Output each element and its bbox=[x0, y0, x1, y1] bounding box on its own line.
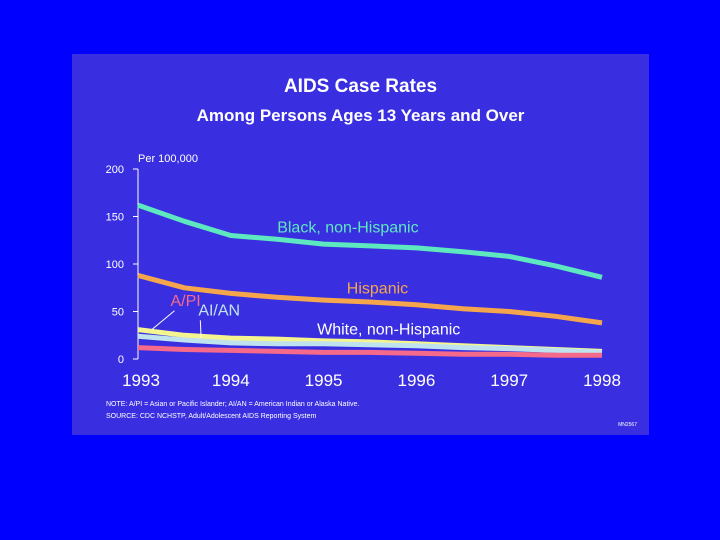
x-tick-label: 1995 bbox=[305, 371, 343, 390]
y-tick-label: 150 bbox=[106, 212, 124, 224]
source-note: SOURCE: CDC NCHSTP, Adult/Adolescent AID… bbox=[106, 413, 317, 420]
y-tick-label: 100 bbox=[106, 259, 124, 271]
reference-code: MN2567 bbox=[618, 422, 637, 428]
series-line-1 bbox=[137, 272, 603, 326]
slide-panel: 0 50 100 150 200 Per 100,000 1993 1994 1995 1996 1… bbox=[72, 54, 649, 435]
series-line-3 bbox=[137, 333, 603, 355]
y-tick-label: 0 bbox=[118, 354, 124, 366]
x-tick-label: 1996 bbox=[397, 371, 435, 390]
series-annotation: A/PI bbox=[170, 293, 200, 310]
x-tick-label: 1994 bbox=[212, 371, 250, 390]
x-tick-label: 1998 bbox=[583, 371, 621, 390]
series-annotation: AI/AN bbox=[198, 302, 240, 319]
y-axis-label: Per 100,000 bbox=[138, 153, 198, 165]
y-tick-label: 50 bbox=[112, 307, 124, 319]
series-annotation: White, non-Hispanic bbox=[317, 321, 460, 338]
series-line-0 bbox=[137, 202, 603, 280]
annotation-pointer bbox=[151, 310, 175, 330]
x-tick-label: 1997 bbox=[490, 371, 528, 390]
y-tick-label: 200 bbox=[106, 164, 124, 176]
chart-subtitle: Among Persons Ages 13 Years and Over bbox=[196, 106, 525, 125]
series-line-4 bbox=[137, 345, 602, 358]
line-chart: 0 50 100 150 200 Per 100,000 1993 1994 1995 1996 1… bbox=[106, 153, 621, 390]
series-annotation: Black, non-Hispanic bbox=[277, 220, 418, 237]
series-annotation: Hispanic bbox=[347, 280, 408, 297]
footnote: NOTE: A/PI = Asian or Pacific Islander; … bbox=[106, 401, 360, 408]
annotation-pointer bbox=[199, 320, 202, 339]
x-tick-label: 1993 bbox=[122, 371, 160, 390]
chart-title: AIDS Case Rates bbox=[283, 76, 438, 97]
